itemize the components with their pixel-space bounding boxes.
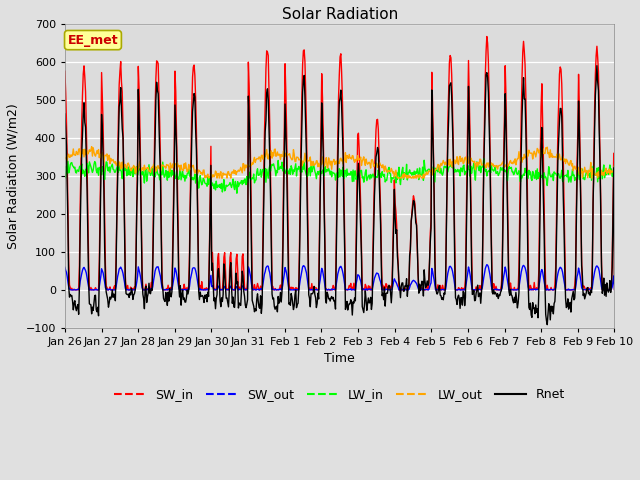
Rnet bbox=[593, 63, 601, 69]
SW_in bbox=[61, 68, 68, 74]
Text: EE_met: EE_met bbox=[68, 34, 118, 47]
Title: Solar Radiation: Solar Radiation bbox=[282, 7, 398, 22]
Rnet bbox=[406, 247, 414, 252]
SW_out bbox=[72, 287, 79, 293]
LW_in bbox=[424, 168, 431, 174]
LW_in bbox=[480, 156, 488, 161]
SW_out bbox=[213, 287, 221, 292]
Rnet bbox=[212, 296, 220, 301]
SW_in bbox=[184, 285, 192, 290]
LW_in bbox=[127, 166, 135, 171]
Line: LW_out: LW_out bbox=[65, 146, 614, 178]
LW_out bbox=[424, 171, 432, 177]
Rnet bbox=[422, 283, 430, 288]
SW_in bbox=[72, 287, 79, 293]
SW_in bbox=[424, 282, 431, 288]
SW_out bbox=[483, 262, 491, 267]
LW_in bbox=[611, 163, 618, 168]
SW_in bbox=[129, 287, 136, 293]
LW_out bbox=[129, 165, 136, 170]
SW_in bbox=[483, 34, 491, 39]
LW_out bbox=[214, 171, 221, 177]
Rnet bbox=[71, 298, 79, 304]
LW_in bbox=[61, 175, 68, 181]
LW_in bbox=[71, 164, 79, 170]
LW_in bbox=[407, 170, 415, 176]
LW_out bbox=[88, 144, 95, 149]
SW_in bbox=[67, 287, 75, 293]
LW_out bbox=[611, 168, 618, 174]
LW_out bbox=[213, 175, 221, 181]
LW_out bbox=[71, 152, 79, 158]
LW_out bbox=[184, 168, 192, 173]
Line: Rnet: Rnet bbox=[65, 66, 614, 324]
SW_in bbox=[611, 287, 618, 293]
X-axis label: Time: Time bbox=[324, 352, 355, 365]
SW_out bbox=[61, 264, 68, 270]
Line: SW_in: SW_in bbox=[65, 36, 614, 290]
Rnet bbox=[543, 322, 551, 327]
SW_in bbox=[407, 220, 415, 226]
LW_out bbox=[61, 155, 68, 160]
Line: LW_in: LW_in bbox=[65, 158, 614, 193]
Line: SW_out: SW_out bbox=[65, 264, 614, 290]
Rnet bbox=[127, 285, 135, 291]
LW_out bbox=[408, 175, 416, 181]
SW_out bbox=[67, 287, 75, 293]
SW_in bbox=[213, 279, 221, 285]
Rnet bbox=[611, 281, 618, 287]
Rnet bbox=[184, 287, 191, 293]
LW_in bbox=[212, 178, 220, 184]
SW_out bbox=[611, 287, 618, 293]
LW_in bbox=[233, 191, 241, 196]
Y-axis label: Solar Radiation (W/m2): Solar Radiation (W/m2) bbox=[7, 103, 20, 249]
SW_out bbox=[407, 281, 415, 287]
SW_out bbox=[129, 287, 136, 293]
LW_in bbox=[184, 171, 191, 177]
Legend: SW_in, SW_out, LW_in, LW_out, Rnet: SW_in, SW_out, LW_in, LW_out, Rnet bbox=[109, 384, 570, 407]
SW_out bbox=[184, 286, 192, 292]
Rnet bbox=[61, 111, 68, 117]
SW_out bbox=[424, 287, 431, 292]
